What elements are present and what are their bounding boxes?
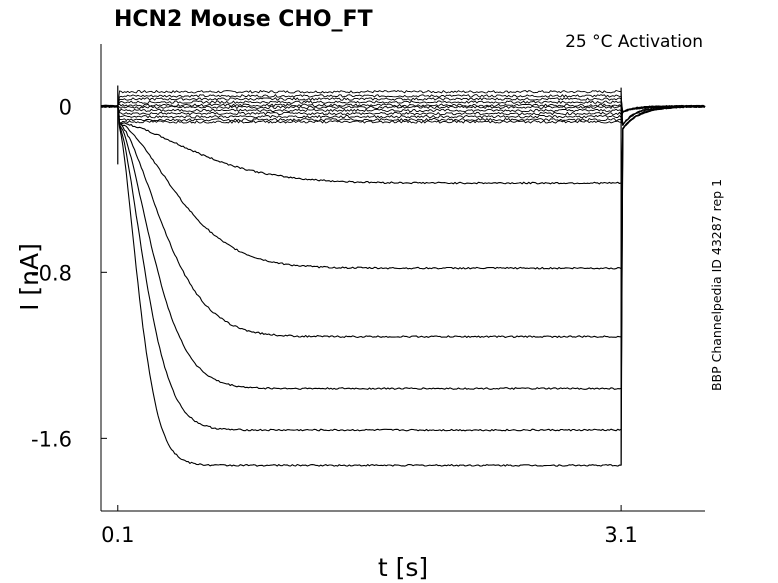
traces bbox=[100, 85, 706, 467]
activating-sweep-5 bbox=[100, 104, 706, 432]
flat-sweep-6 bbox=[100, 104, 706, 113]
flat-sweep-2 bbox=[100, 94, 706, 113]
x-axis-label: t [s] bbox=[378, 553, 428, 582]
y-axis-label: I [nA] bbox=[15, 243, 44, 311]
ticks: 0.1 3.1 0 -0.8 -1.6 bbox=[31, 95, 638, 547]
flat-sweep-7 bbox=[100, 104, 706, 125]
activating-sweep-2 bbox=[101, 104, 706, 270]
activating-sweep-1 bbox=[100, 104, 706, 185]
axes bbox=[100, 44, 705, 512]
activating-sweep-3 bbox=[101, 104, 706, 339]
y-tick-label-1: 0 bbox=[59, 95, 72, 119]
flat-sweep-3 bbox=[100, 97, 706, 114]
flat-sweep-8 bbox=[100, 104, 706, 116]
flat-sweep-1 bbox=[100, 90, 706, 126]
flat-sweep-11 bbox=[100, 104, 706, 124]
y-tick-label-3: -1.6 bbox=[31, 427, 72, 451]
y-tick-label-2: -0.8 bbox=[31, 261, 72, 285]
chart-title: HCN2 Mouse CHO_FT bbox=[114, 7, 373, 32]
chart-annotation: 25 °C Activation bbox=[565, 32, 703, 52]
x-tick-label-1: 0.1 bbox=[101, 523, 134, 547]
x-tick-label-2: 3.1 bbox=[604, 523, 637, 547]
flat-sweep-5 bbox=[100, 103, 706, 112]
activating-sweep-6 bbox=[100, 104, 706, 467]
flat-sweep-9 bbox=[100, 104, 706, 119]
activating-sweep-4 bbox=[100, 104, 706, 390]
flat-sweep-4 bbox=[100, 100, 706, 125]
channelpedia-id-label: BBP Channelpedia ID 43287 rep 1 bbox=[709, 179, 724, 391]
